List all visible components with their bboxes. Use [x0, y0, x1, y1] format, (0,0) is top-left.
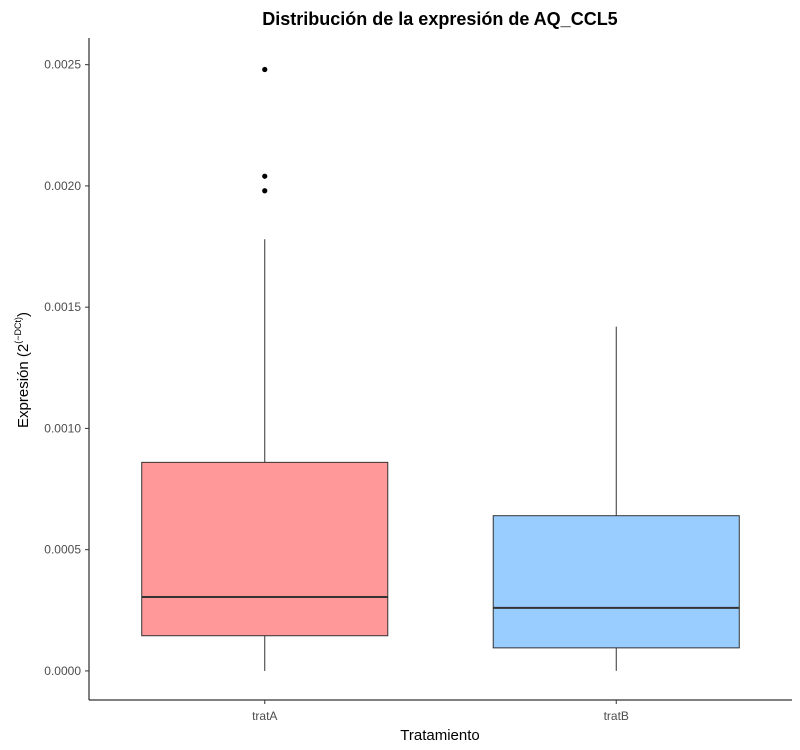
- box-tratB: [492, 326, 740, 671]
- y-axis-ticks: 0.0000 0.0005 0.0010 0.0015 0.0020 0.0025: [44, 58, 89, 678]
- y-tick-label: 0.0020: [44, 179, 81, 193]
- y-axis-title-superscript: (−DCt): [13, 317, 23, 344]
- box-iqr: [492, 515, 740, 649]
- x-tick-label: tratA: [252, 709, 277, 723]
- y-axis-title: Expresión (2(−DCt)): [13, 312, 32, 428]
- y-tick-label: 0.0005: [44, 543, 81, 557]
- x-axis-title: Tratamiento: [400, 727, 479, 744]
- y-tick-label: 0.0015: [44, 300, 81, 314]
- x-tick-label: tratB: [604, 709, 629, 723]
- outlier-point: [262, 173, 268, 179]
- plot-area: [141, 66, 740, 671]
- y-tick-label: 0.0000: [44, 664, 81, 678]
- x-axis-ticks: tratA tratB: [252, 700, 629, 723]
- y-tick-label: 0.0025: [44, 58, 81, 72]
- outlier-point: [262, 188, 268, 194]
- chart-title: Distribución de la expresión de AQ_CCL5: [262, 9, 617, 29]
- y-tick-label: 0.0010: [44, 421, 81, 435]
- box-iqr: [141, 461, 389, 637]
- box-tratA: [141, 66, 389, 671]
- y-axis-title-close: ): [15, 312, 32, 317]
- y-axis-title-base: Expresión (2: [15, 344, 32, 428]
- outlier-point: [262, 66, 268, 73]
